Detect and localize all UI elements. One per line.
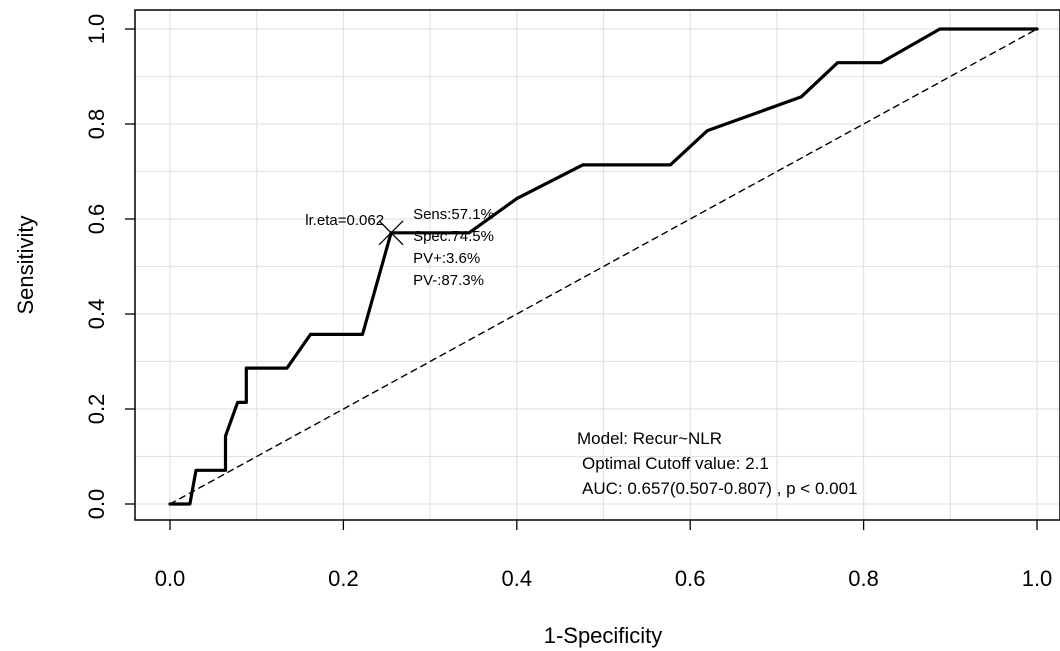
axes: 0.0 0.2 0.4 0.6 0.8 1.0 0.0 0.2 0.4 0.6 0.8 1.0 — [84, 14, 1052, 591]
optimal-point-marker — [378, 220, 404, 246]
series-group — [168, 27, 1039, 506]
optimal-point-label: lr.eta=0.062 — [305, 212, 384, 229]
grid — [135, 10, 1060, 520]
x-tick-label: 0.8 — [848, 566, 879, 591]
y-axis-title: Sensitivity — [13, 215, 38, 314]
y-tick-label: 0.8 — [84, 109, 109, 140]
x-tick-label: 0.2 — [328, 566, 359, 591]
auc-text: AUC: 0.657(0.507-0.807) , p < 0.001 — [582, 479, 858, 498]
model-text: Model: Recur~NLR — [577, 429, 722, 448]
x-axis-title: 1-Specificity — [544, 623, 663, 648]
y-tick-label: 1.0 — [84, 14, 109, 45]
x-tick-label: 0.4 — [502, 566, 533, 591]
roc-curve — [168, 27, 1039, 506]
specificity-annotation: Spec:74.5% — [413, 228, 494, 245]
x-tick-label: 0.6 — [675, 566, 706, 591]
x-tick-label: 0.0 — [155, 566, 186, 591]
plot-box — [134, 9, 1060, 521]
reference-line — [169, 28, 1038, 505]
marker-stroke — [378, 220, 404, 246]
cutoff-text: Optimal Cutoff value: 2.1 — [582, 454, 769, 473]
y-tick-label: 0.2 — [84, 394, 109, 425]
y-tick-label: 0.6 — [84, 204, 109, 235]
x-tick-label: 1.0 — [1022, 566, 1053, 591]
npv-annotation: PV-:87.3% — [413, 272, 484, 289]
y-tick-label: 0.4 — [84, 299, 109, 330]
sensitivity-annotation: Sens:57.1% — [413, 206, 494, 223]
y-tick-label: 0.0 — [84, 489, 109, 520]
ppv-annotation: PV+:3.6% — [413, 250, 480, 267]
